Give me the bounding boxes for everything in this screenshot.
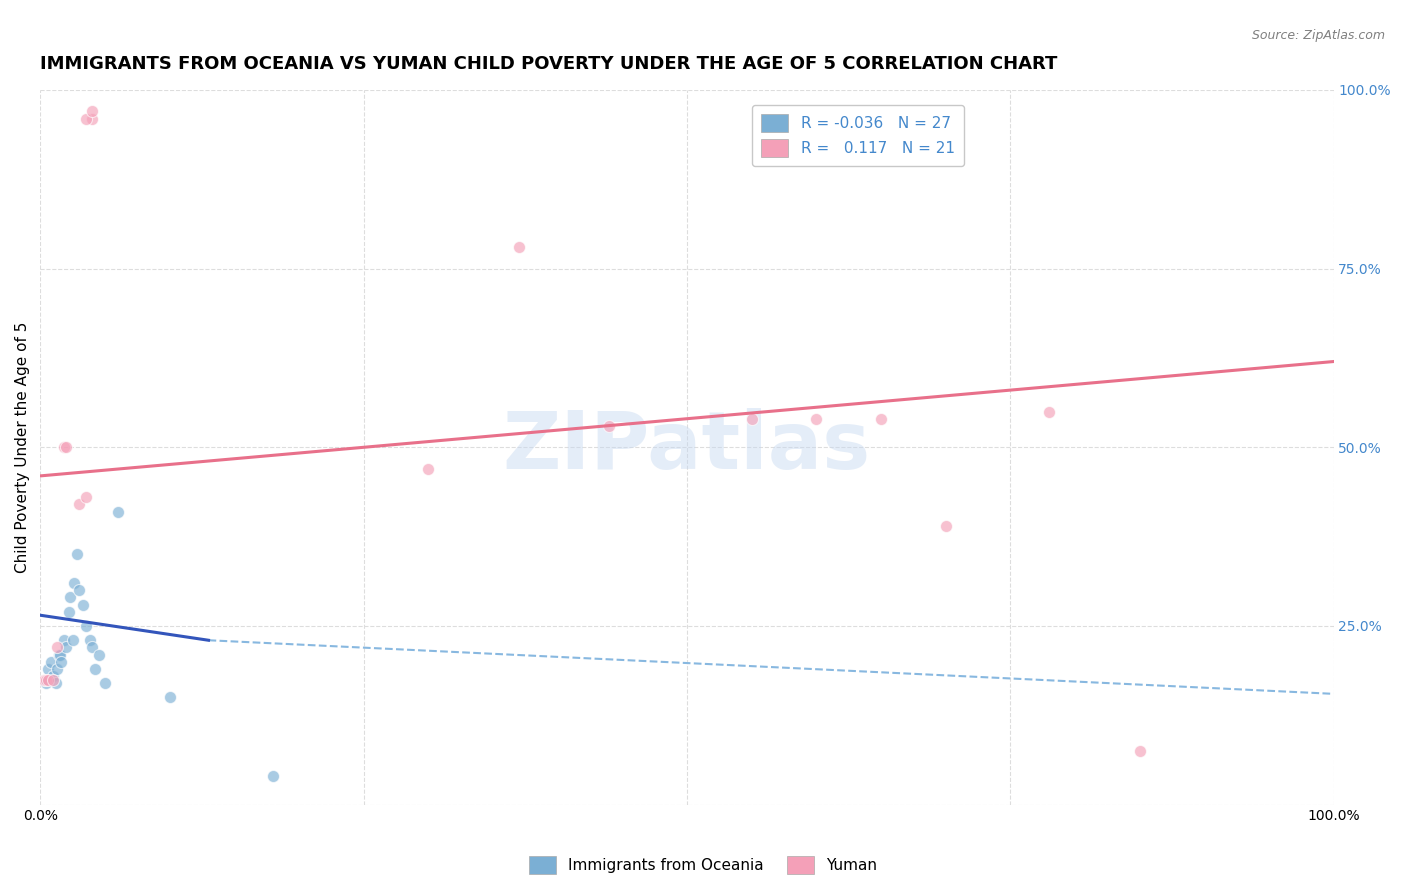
Point	[55, 640, 77, 655]
Point	[87, 648, 110, 662]
Point	[55, 440, 77, 454]
Point	[159, 690, 181, 705]
Point	[34, 676, 56, 690]
Point	[63, 576, 86, 591]
Legend: Immigrants from Oceania, Yuman: Immigrants from Oceania, Yuman	[523, 850, 883, 880]
Point	[418, 461, 440, 475]
Point	[39, 655, 62, 669]
Point	[75, 491, 97, 505]
Point	[935, 519, 957, 533]
Point	[34, 673, 56, 687]
Point	[59, 591, 82, 605]
Point	[49, 655, 72, 669]
Point	[82, 640, 104, 655]
Point	[75, 619, 97, 633]
Point	[58, 605, 80, 619]
Point	[37, 662, 59, 676]
Point	[1128, 744, 1150, 758]
Text: ZIPatlas: ZIPatlas	[503, 409, 872, 486]
Point	[79, 633, 101, 648]
Point	[42, 669, 65, 683]
Text: Source: ZipAtlas.com: Source: ZipAtlas.com	[1251, 29, 1385, 42]
Point	[52, 633, 75, 648]
Y-axis label: Child Poverty Under the Age of 5: Child Poverty Under the Age of 5	[15, 322, 30, 573]
Point	[46, 640, 69, 655]
Point	[67, 583, 90, 598]
Point	[72, 598, 94, 612]
Legend: R = -0.036   N = 27, R =   0.117   N = 21: R = -0.036 N = 27, R = 0.117 N = 21	[752, 104, 963, 166]
Point	[67, 498, 90, 512]
Point	[1038, 404, 1060, 418]
Point	[262, 769, 284, 783]
Point	[508, 240, 530, 254]
Point	[34, 673, 56, 687]
Point	[598, 418, 620, 433]
Point	[82, 104, 104, 119]
Point	[48, 648, 70, 662]
Point	[52, 440, 75, 454]
Point	[45, 676, 67, 690]
Point	[65, 548, 87, 562]
Point	[83, 662, 105, 676]
Point	[107, 505, 129, 519]
Point	[49, 648, 72, 662]
Point	[94, 676, 117, 690]
Point	[741, 411, 763, 425]
Point	[75, 112, 97, 126]
Text: IMMIGRANTS FROM OCEANIA VS YUMAN CHILD POVERTY UNDER THE AGE OF 5 CORRELATION CH: IMMIGRANTS FROM OCEANIA VS YUMAN CHILD P…	[41, 55, 1057, 73]
Point	[806, 411, 828, 425]
Point	[42, 673, 65, 687]
Point	[46, 662, 69, 676]
Point	[82, 112, 104, 126]
Point	[870, 411, 893, 425]
Point	[62, 633, 84, 648]
Point	[37, 673, 59, 687]
